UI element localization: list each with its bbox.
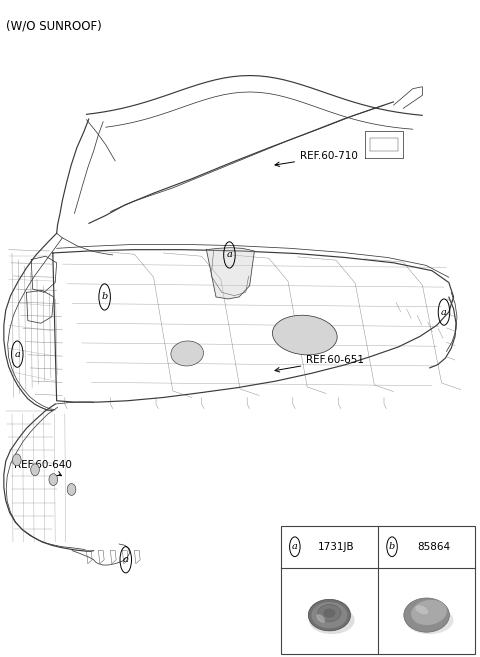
Ellipse shape <box>171 341 204 366</box>
Bar <box>281 526 475 654</box>
Text: a: a <box>14 350 20 359</box>
Ellipse shape <box>324 608 336 618</box>
Ellipse shape <box>309 606 355 634</box>
Ellipse shape <box>316 614 325 623</box>
Ellipse shape <box>411 600 447 625</box>
Ellipse shape <box>404 598 449 632</box>
Text: 85864: 85864 <box>417 542 450 552</box>
Text: a: a <box>123 555 129 564</box>
Text: a: a <box>227 250 232 260</box>
Polygon shape <box>206 248 254 299</box>
Circle shape <box>12 454 21 466</box>
Circle shape <box>67 484 76 495</box>
Ellipse shape <box>318 604 341 622</box>
Text: b: b <box>389 542 395 551</box>
Text: a: a <box>441 307 447 317</box>
Ellipse shape <box>312 602 348 628</box>
Ellipse shape <box>406 606 454 634</box>
Ellipse shape <box>308 599 350 631</box>
Text: REF.60-710: REF.60-710 <box>275 151 358 166</box>
Text: b: b <box>101 292 108 302</box>
Text: a: a <box>292 542 298 551</box>
Circle shape <box>49 474 58 486</box>
Ellipse shape <box>415 605 428 614</box>
Text: 1731JB: 1731JB <box>318 542 355 552</box>
Text: (W/O SUNROOF): (W/O SUNROOF) <box>6 20 101 33</box>
Text: REF.60-651: REF.60-651 <box>275 355 364 372</box>
Ellipse shape <box>273 315 337 355</box>
Text: REF.60-640: REF.60-640 <box>14 460 72 476</box>
Circle shape <box>31 464 39 476</box>
